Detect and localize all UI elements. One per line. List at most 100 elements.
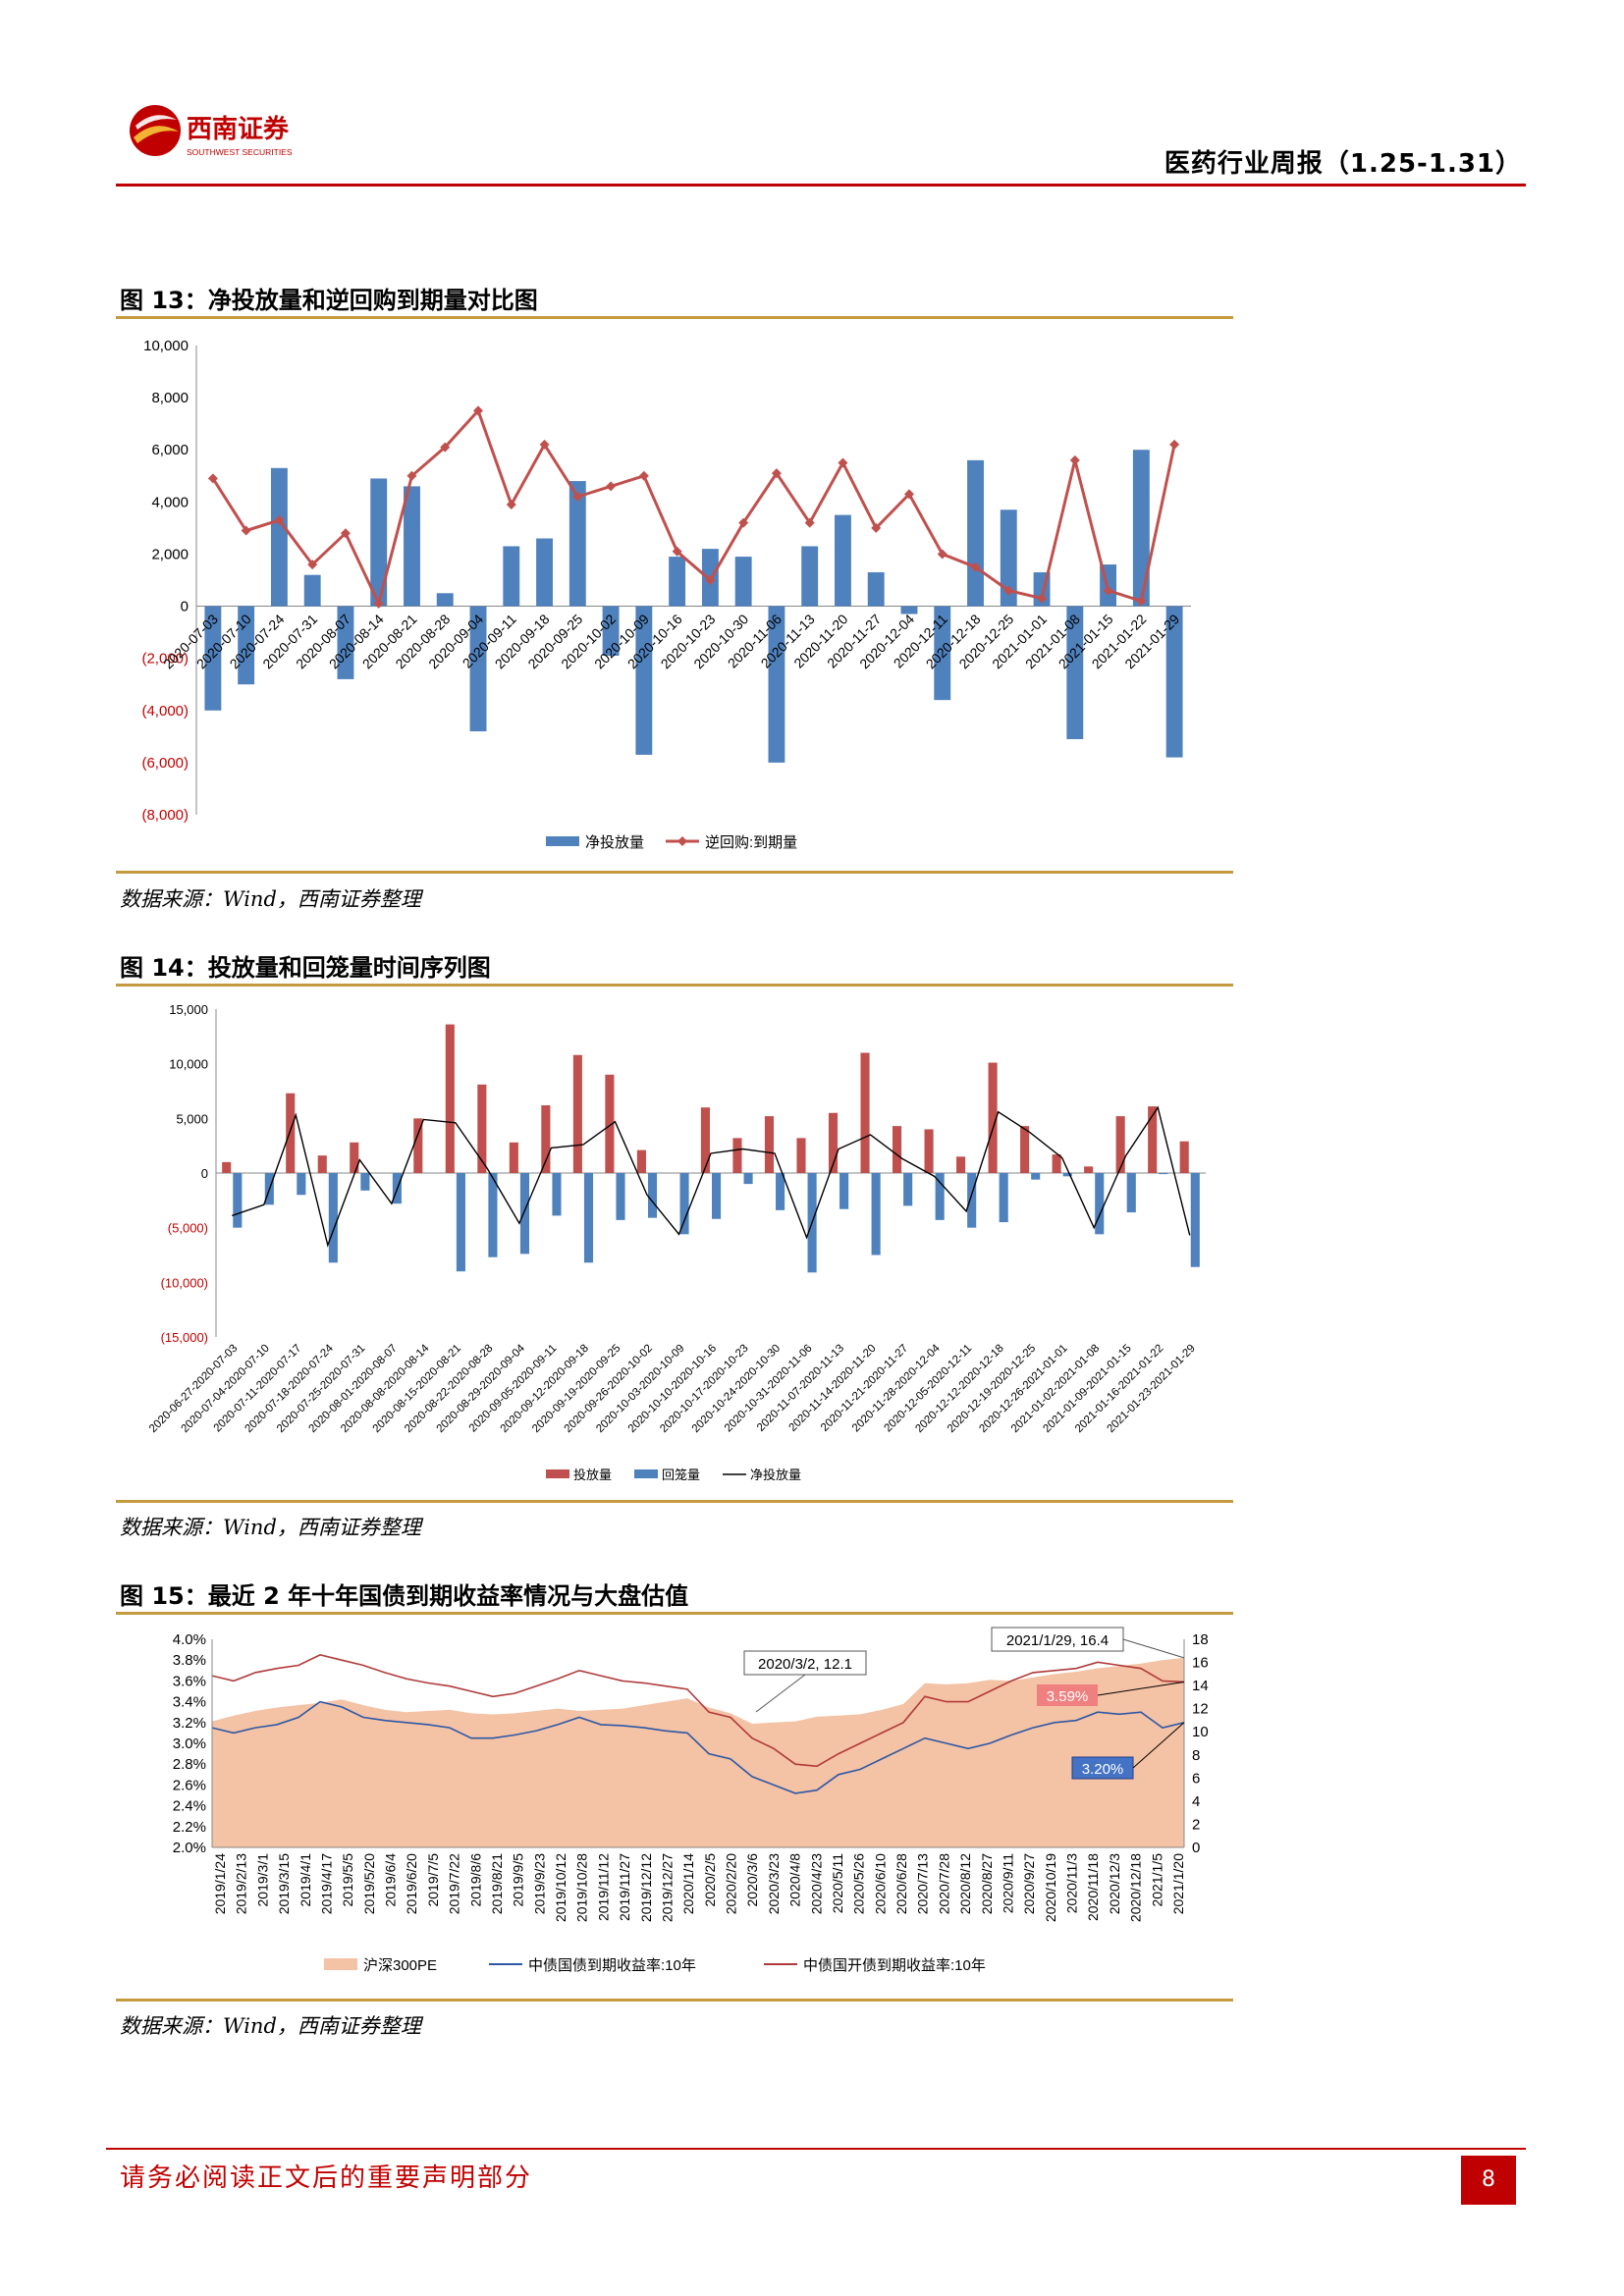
x-tick-label: 2020/12/18 xyxy=(1128,1853,1144,1922)
y-tick-label: 2,000 xyxy=(151,546,189,562)
bar-injection xyxy=(828,1112,839,1173)
bar-injection xyxy=(1084,1166,1094,1173)
figure-15-top-rule xyxy=(116,1612,1233,1615)
x-tick-label: 2019/5/20 xyxy=(361,1853,377,1914)
y-left-tick-label: 4.0% xyxy=(173,1631,206,1648)
x-tick-label: 2019/1/24 xyxy=(212,1853,228,1914)
point-reverse-repo-maturity xyxy=(307,560,318,570)
y-tick-label: 10,000 xyxy=(143,338,189,354)
x-tick-label: 2020/6/28 xyxy=(893,1853,909,1914)
annotation-box-cdb-yield xyxy=(1037,1684,1098,1706)
bar-net-injection xyxy=(270,467,288,607)
x-tick-label: 2019/2/13 xyxy=(234,1853,249,1914)
x-tick-label: 2020/12/3 xyxy=(1107,1853,1122,1914)
figure-13-bottom-rule xyxy=(116,871,1233,874)
figure-13-top-rule xyxy=(116,316,1233,319)
y-tick-label: 0 xyxy=(181,599,189,615)
figure-14-bottom-rule xyxy=(116,1500,1233,1503)
bar-withdrawal xyxy=(1095,1173,1105,1235)
y-tick-label: (10,000) xyxy=(161,1275,208,1290)
bar-injection xyxy=(1148,1106,1158,1173)
bar-net-injection xyxy=(469,606,487,732)
line-cdb-bond-yield xyxy=(211,1654,1185,1768)
logo-brand-en: SOUTHWEST SECURITIES xyxy=(187,147,293,157)
point-reverse-repo-maturity xyxy=(638,470,649,481)
footer-divider xyxy=(106,2148,1526,2150)
bar-net-injection xyxy=(768,606,785,763)
x-tick-label: 2019/7/5 xyxy=(425,1853,441,1907)
point-reverse-repo-maturity xyxy=(473,405,484,416)
bar-withdrawal xyxy=(360,1173,370,1191)
bar-withdrawal xyxy=(903,1173,913,1206)
x-tick-label: 2019/4/17 xyxy=(318,1853,334,1914)
bar-injection xyxy=(956,1156,966,1173)
annotation-latest-pe: 2021/1/29, 16.4 xyxy=(1006,1632,1109,1649)
bar-net-injection xyxy=(635,606,653,755)
legend-swatch-pe xyxy=(324,1958,357,1970)
bar-net-injection xyxy=(835,514,851,607)
x-tick-label: 2020/1/14 xyxy=(680,1853,696,1914)
legend-swatch-withdrawal xyxy=(634,1469,658,1478)
bar-injection xyxy=(572,1054,582,1173)
bar-injection xyxy=(764,1116,775,1173)
bar-withdrawal xyxy=(552,1173,562,1216)
y-tick-label: (5,000) xyxy=(168,1221,208,1236)
y-right-tick-label: 0 xyxy=(1192,1840,1200,1856)
point-reverse-repo-maturity xyxy=(937,549,947,560)
x-tick-label: 2019/9/23 xyxy=(531,1853,547,1914)
y-tick-label: (8,000) xyxy=(141,807,189,824)
bar-injection xyxy=(286,1093,296,1173)
y-tick-label: 15,000 xyxy=(169,1002,208,1017)
x-tick-label: 2019/5/5 xyxy=(340,1853,355,1907)
y-left-tick-label: 3.8% xyxy=(173,1652,206,1669)
x-tick-label: 2020/9/11 xyxy=(1000,1853,1015,1913)
bar-net-injection xyxy=(568,481,586,607)
point-reverse-repo-maturity xyxy=(241,525,251,536)
x-tick-label: 2020/11/18 xyxy=(1085,1853,1101,1921)
x-tick-label: 2020/3/23 xyxy=(766,1853,782,1914)
annotation-covid-low: 2020/3/2, 12.1 xyxy=(758,1656,852,1673)
y-right-tick-label: 12 xyxy=(1192,1701,1209,1718)
y-tick-label: (15,000) xyxy=(161,1330,208,1345)
x-tick-label: 2020/4/23 xyxy=(808,1853,824,1914)
legend-label-gov: 中债国债到期收益率:10年 xyxy=(528,1957,696,1974)
y-right-tick-label: 10 xyxy=(1192,1724,1209,1740)
bar-withdrawal xyxy=(583,1173,594,1263)
point-reverse-repo-maturity xyxy=(1169,439,1180,450)
bar-net-injection xyxy=(1165,606,1183,758)
bar-withdrawal xyxy=(1126,1173,1136,1213)
annotation-gov-yield: 3.20% xyxy=(1082,1761,1124,1778)
footer-disclaimer: 请务必阅读正文后的重要声明部分 xyxy=(120,2163,533,2193)
bar-net-injection xyxy=(204,606,222,711)
annotation-leader-gov-yield xyxy=(1132,1722,1185,1769)
bar-net-injection xyxy=(238,606,255,685)
bar-injection xyxy=(988,1062,998,1173)
bar-net-injection xyxy=(867,572,885,607)
bar-net-injection xyxy=(1132,450,1150,607)
company-logo: 西南证券 SOUTHWEST SECURITIES xyxy=(126,98,342,167)
x-tick-label: 2019/6/4 xyxy=(383,1853,399,1907)
point-reverse-repo-maturity xyxy=(738,517,749,528)
x-tick-label: 2019/11/27 xyxy=(617,1853,632,1921)
bar-withdrawal xyxy=(935,1173,945,1220)
y-tick-label: (2,000) xyxy=(141,651,189,667)
y-left-tick-label: 3.2% xyxy=(173,1715,206,1732)
x-tick-label: 2019/7/22 xyxy=(447,1853,462,1914)
x-tick-label: 2020/7/13 xyxy=(915,1853,931,1914)
bar-injection xyxy=(700,1107,710,1173)
bar-withdrawal xyxy=(839,1173,849,1209)
x-tick-label: 2019/10/12 xyxy=(553,1853,568,1922)
bar-injection xyxy=(796,1138,806,1173)
bar-injection xyxy=(924,1129,934,1173)
legend-marker-reverse-repo xyxy=(677,836,687,846)
header-title: 医药行业周报（1.25-1.31） xyxy=(1164,149,1522,179)
bar-withdrawal xyxy=(1190,1173,1200,1267)
bar-net-injection xyxy=(602,606,620,657)
x-tick-label: 2020/8/12 xyxy=(957,1853,973,1914)
bar-net-injection xyxy=(801,546,819,607)
bar-net-injection xyxy=(967,459,984,607)
legend-label-net: 净投放量 xyxy=(750,1468,801,1482)
bar-withdrawal xyxy=(488,1173,498,1257)
x-tick-label: 2020/10/19 xyxy=(1043,1853,1058,1922)
bar-net-injection xyxy=(536,538,553,607)
